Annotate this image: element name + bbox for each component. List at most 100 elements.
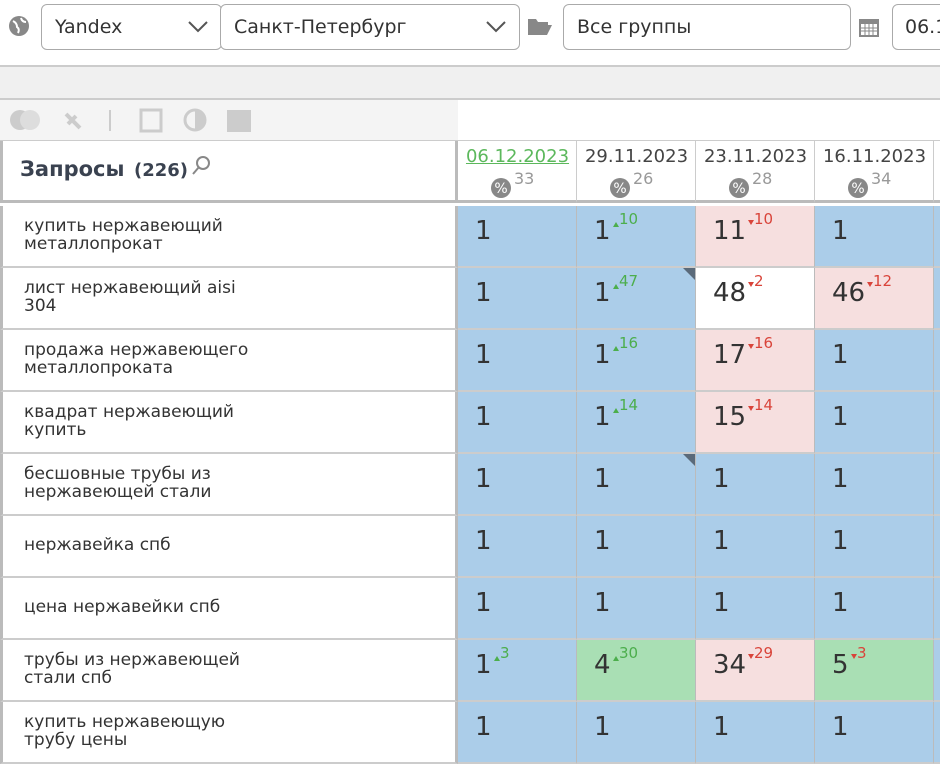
position: 1 <box>594 464 611 494</box>
position: 1 <box>475 340 492 370</box>
query-text: продажа нержавеющего металлопроката <box>24 340 249 378</box>
date-label: 23.11.2023 <box>703 146 808 167</box>
query-cell: продажа нержавеющего металлопроката <box>0 330 458 392</box>
folder-icon[interactable] <box>527 16 553 36</box>
arrow-down <box>748 654 754 659</box>
position: 1 <box>713 526 730 556</box>
position: 1 <box>475 650 492 680</box>
change: 14 <box>619 396 639 414</box>
query-cell: нержавейка спб <box>0 516 458 578</box>
change: 3 <box>500 644 510 662</box>
query-text: купить нержавеющий металлопрокат <box>24 216 223 254</box>
position-cell: 1 <box>815 578 934 640</box>
row-tail <box>934 640 940 702</box>
position-cell: 1 <box>696 516 815 578</box>
query-text: лист нержавеющий aisi 304 <box>24 278 236 316</box>
arrow-up <box>494 656 500 661</box>
position: 15 <box>713 402 747 432</box>
position-cell: 1 <box>577 578 696 640</box>
position-cell: 4 30 <box>577 640 696 702</box>
position-cell: 1 <box>458 268 577 330</box>
position-cell: 1 14 <box>577 392 696 454</box>
change: 10 <box>754 210 774 228</box>
query-text: квадрат нержавеющий купить <box>24 402 234 440</box>
percent-icon: % <box>848 178 868 198</box>
icon-row <box>0 100 458 141</box>
arrow-down <box>867 282 873 287</box>
arrow-down <box>748 406 754 411</box>
position-cell: 1 <box>458 454 577 516</box>
date-text: 06.1 <box>905 16 940 38</box>
date-percent: 28 <box>752 169 773 188</box>
date-header: 06.12.2023% 33 <box>458 141 577 203</box>
query-cell: цена нержавейки спб <box>0 578 458 640</box>
position-cell: 1 <box>458 702 577 764</box>
position: 1 <box>832 526 849 556</box>
change: 16 <box>754 334 774 352</box>
position-cell: 1 <box>696 454 815 516</box>
arrow-down <box>748 344 754 349</box>
note-corner[interactable] <box>683 454 695 466</box>
position-cell: 1 <box>696 578 815 640</box>
position: 5 <box>832 650 849 680</box>
position: 1 <box>594 402 611 432</box>
date-label: 29.11.2023 <box>584 146 689 167</box>
calendar-icon[interactable] <box>858 16 880 38</box>
date-label[interactable]: 06.12.2023 <box>465 146 570 167</box>
position: 1 <box>713 712 730 742</box>
position: 46 <box>832 278 866 308</box>
engine-select[interactable]: Yandex <box>41 4 222 50</box>
right-top <box>458 100 940 141</box>
row-tail <box>934 578 940 640</box>
position: 11 <box>713 216 747 246</box>
globe-icon[interactable] <box>7 14 31 38</box>
position: 1 <box>594 278 611 308</box>
header-tail <box>934 141 940 203</box>
query-cell: купить нержавеющий металлопрокат <box>0 206 458 268</box>
date-percent: 34 <box>871 169 892 188</box>
position: 48 <box>713 278 747 308</box>
position-cell: 34 29 <box>696 640 815 702</box>
query-text: цена нержавейки спб <box>24 597 221 617</box>
search-icon[interactable] <box>191 155 213 177</box>
position: 1 <box>713 588 730 618</box>
query-header: Запросы (226) <box>0 141 458 203</box>
change: 16 <box>619 334 639 352</box>
change: 10 <box>619 210 639 228</box>
query-cell: купить нержавеющую трубу цены <box>0 702 458 764</box>
position-cell: 1 <box>458 392 577 454</box>
arrow-down <box>851 654 857 659</box>
position-cell: 48 2 <box>696 268 815 330</box>
row-tail <box>934 454 940 516</box>
position: 1 <box>832 712 849 742</box>
position: 1 <box>475 216 492 246</box>
tool-icons[interactable] <box>0 100 260 140</box>
query-cell: трубы из нержавеющей стали спб <box>0 640 458 702</box>
row-tail <box>934 330 940 392</box>
query-text: купить нержавеющую трубу цены <box>24 712 226 750</box>
change: 30 <box>619 644 639 662</box>
row-tail <box>934 392 940 454</box>
position: 1 <box>832 588 849 618</box>
position-cell: 1 <box>815 454 934 516</box>
region-select[interactable]: Санкт-Петербург <box>220 4 520 50</box>
position-cell: 1 <box>815 330 934 392</box>
arrow-up <box>613 346 619 351</box>
query-cell: бесшовные трубы из нержавеющей стали <box>0 454 458 516</box>
row-tail <box>934 206 940 268</box>
group-select[interactable]: Все группы <box>563 4 851 50</box>
position: 1 <box>832 216 849 246</box>
position-cell: 1 <box>815 392 934 454</box>
group-text: Все группы <box>577 16 692 38</box>
date-input[interactable]: 06.1 <box>892 4 940 50</box>
position-cell: 1 <box>577 702 696 764</box>
region-text: Санкт-Петербург <box>234 16 407 38</box>
header-title: Запросы <box>20 157 125 181</box>
change: 47 <box>619 272 639 290</box>
note-corner[interactable] <box>683 268 695 280</box>
position: 1 <box>832 340 849 370</box>
svg-text:%: % <box>851 181 864 197</box>
change: 14 <box>754 396 774 414</box>
